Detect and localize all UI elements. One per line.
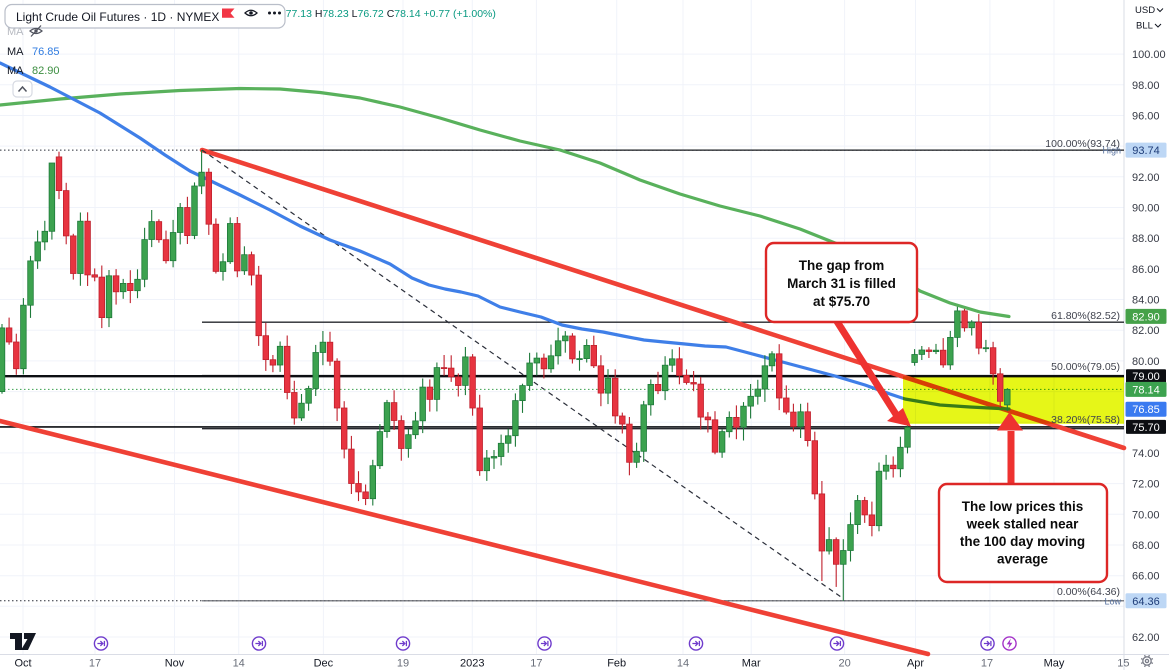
- svg-text:May: May: [1044, 658, 1065, 670]
- svg-text:The gap from: The gap from: [799, 258, 885, 273]
- svg-text:76.85: 76.85: [1132, 404, 1160, 416]
- svg-text:2023: 2023: [460, 658, 484, 670]
- svg-text:USD: USD: [1135, 5, 1155, 16]
- svg-text:98.00: 98.00: [1132, 80, 1160, 92]
- svg-text:Oct: Oct: [14, 658, 31, 670]
- svg-text:Apr: Apr: [907, 658, 924, 670]
- svg-text:20: 20: [838, 658, 850, 670]
- svg-text:14: 14: [233, 658, 245, 670]
- svg-text:14: 14: [677, 658, 689, 670]
- svg-text:MA: MA: [7, 26, 24, 38]
- svg-text:O77.13 H78.23 L76.72 C78.14 +0: O77.13 H78.23 L76.72 C78.14 +0.77 (+1.00…: [278, 8, 496, 20]
- svg-text:76.85: 76.85: [32, 46, 60, 58]
- svg-text:Low: Low: [1104, 596, 1121, 606]
- svg-text:Feb: Feb: [607, 658, 626, 670]
- svg-text:MA: MA: [7, 65, 24, 77]
- svg-text:Dec: Dec: [314, 658, 334, 670]
- svg-text:100.00%(93.74): 100.00%(93.74): [1045, 138, 1120, 150]
- svg-text:17: 17: [530, 658, 542, 670]
- svg-text:19: 19: [397, 658, 409, 670]
- svg-text:86.00: 86.00: [1132, 264, 1160, 276]
- svg-text:66.00: 66.00: [1132, 571, 1160, 583]
- svg-text:38.20%(75.58): 38.20%(75.58): [1051, 414, 1120, 426]
- svg-text:96.00: 96.00: [1132, 111, 1160, 123]
- svg-text:average: average: [997, 552, 1049, 567]
- svg-text:82.00: 82.00: [1132, 325, 1160, 337]
- svg-text:Nov: Nov: [165, 658, 185, 670]
- svg-text:82.90: 82.90: [1132, 311, 1160, 323]
- svg-text:93.74: 93.74: [1132, 145, 1160, 157]
- svg-text:62.00: 62.00: [1132, 632, 1160, 644]
- svg-text:78.14: 78.14: [1132, 384, 1160, 396]
- svg-text:75.70: 75.70: [1132, 422, 1160, 434]
- svg-text:The low prices this: The low prices this: [962, 499, 1084, 514]
- svg-text:17: 17: [89, 658, 101, 670]
- svg-text:82.90: 82.90: [32, 65, 60, 77]
- svg-text:BLL: BLL: [1136, 21, 1153, 32]
- svg-text:64.36: 64.36: [1132, 596, 1160, 608]
- svg-text:92.00: 92.00: [1132, 172, 1160, 184]
- svg-text:79.00: 79.00: [1132, 371, 1160, 383]
- svg-text:Mar: Mar: [742, 658, 761, 670]
- svg-text:90.00: 90.00: [1132, 203, 1160, 215]
- svg-text:80.00: 80.00: [1132, 356, 1160, 368]
- svg-text:the 100 day moving: the 100 day moving: [960, 534, 1085, 549]
- svg-text:100.00: 100.00: [1132, 49, 1166, 61]
- svg-text:MA: MA: [7, 46, 24, 58]
- svg-text:88.00: 88.00: [1132, 233, 1160, 245]
- svg-text:High: High: [1102, 146, 1121, 156]
- svg-text:week stalled near: week stalled near: [966, 517, 1080, 532]
- svg-text:68.00: 68.00: [1132, 540, 1160, 552]
- svg-text:17: 17: [981, 658, 993, 670]
- svg-text:70.00: 70.00: [1132, 509, 1160, 521]
- svg-text:50.00%(79.05): 50.00%(79.05): [1051, 361, 1120, 373]
- svg-text:March 31 is filled: March 31 is filled: [787, 276, 896, 291]
- svg-text:Light Crude Oil Futures · 1D ·: Light Crude Oil Futures · 1D · NYMEX: [16, 10, 219, 24]
- svg-text:61.80%(82.52): 61.80%(82.52): [1051, 310, 1120, 322]
- svg-text:15: 15: [1117, 658, 1129, 670]
- svg-text:74.00: 74.00: [1132, 448, 1160, 460]
- svg-text:0.00%(64.36): 0.00%(64.36): [1057, 586, 1120, 598]
- svg-text:72.00: 72.00: [1132, 479, 1160, 491]
- svg-text:at $75.70: at $75.70: [813, 294, 870, 309]
- svg-text:84.00: 84.00: [1132, 295, 1160, 307]
